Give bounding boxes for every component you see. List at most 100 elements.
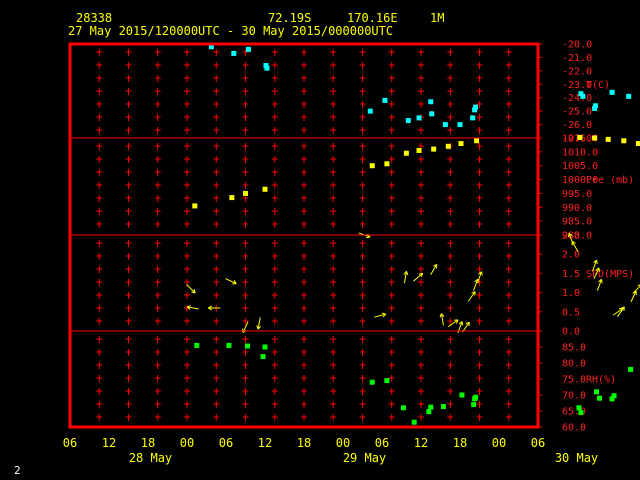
pressure-point bbox=[431, 146, 437, 152]
wind-arrow bbox=[617, 306, 625, 318]
wind-arrow-head bbox=[366, 236, 371, 239]
wind-arrow-head bbox=[405, 271, 409, 276]
y-tick-label: -21.0 bbox=[562, 53, 592, 64]
pressure-point bbox=[577, 134, 583, 140]
wind-arrow-head bbox=[595, 267, 600, 271]
x-day-label: 28 May bbox=[129, 451, 172, 465]
temp-point bbox=[231, 50, 237, 56]
wind-arrow bbox=[632, 285, 640, 294]
x-tick-label: 12 bbox=[102, 436, 116, 450]
interval: 1M bbox=[430, 11, 444, 25]
wind-arrow-head bbox=[461, 321, 464, 326]
y-tick-label: 985.0 bbox=[562, 217, 592, 228]
rh-point bbox=[384, 378, 390, 384]
wind-arrow-head bbox=[432, 263, 437, 267]
pressure-point bbox=[262, 186, 268, 192]
rh-point bbox=[369, 379, 375, 385]
y-tick-label: 990.0 bbox=[562, 203, 592, 214]
pressure-point bbox=[243, 190, 248, 196]
wind-arrow bbox=[467, 291, 476, 302]
wind-arrow-head bbox=[403, 271, 407, 275]
y-tick-label: -22.0 bbox=[562, 66, 592, 77]
wind-arrow-head bbox=[596, 259, 598, 265]
wind-arrow bbox=[476, 271, 483, 284]
wind-arrow-head bbox=[208, 305, 213, 309]
y-tick-label: -20.0 bbox=[562, 40, 592, 51]
wind-arrow bbox=[612, 307, 624, 316]
wind-arrow-head bbox=[620, 306, 625, 310]
wind-arrow-head bbox=[593, 259, 597, 264]
temp-point bbox=[626, 93, 632, 99]
longitude: 170.16E bbox=[347, 11, 398, 25]
wind-arrow bbox=[440, 313, 444, 326]
y-tick-label: -26.0 bbox=[562, 120, 592, 131]
wind-arrow bbox=[447, 319, 459, 328]
pressure-point bbox=[474, 138, 480, 144]
temp-point bbox=[382, 97, 388, 103]
y-tick-label: 80.0 bbox=[562, 359, 586, 370]
wind-arrow bbox=[430, 264, 438, 276]
y-tick-label: 2.5 bbox=[562, 231, 580, 242]
rh-point bbox=[594, 389, 599, 395]
rh-point bbox=[411, 419, 417, 425]
x-tick-label: 06 bbox=[375, 436, 389, 450]
wind-arrow bbox=[257, 317, 261, 330]
rh-point bbox=[262, 344, 268, 350]
temp-point bbox=[609, 89, 615, 95]
rh-point bbox=[226, 342, 232, 348]
x-tick-label: 18 bbox=[453, 436, 467, 450]
temp-point bbox=[367, 108, 373, 114]
wind-arrow-head bbox=[471, 291, 476, 294]
temp-point bbox=[457, 122, 463, 128]
wind-arrow-head bbox=[439, 313, 442, 318]
pressure-point bbox=[403, 150, 409, 156]
wind-arrow bbox=[596, 279, 602, 291]
y-tick-label: -23.0 bbox=[562, 80, 592, 91]
wind-arrow-head bbox=[420, 273, 424, 278]
wind-arrow-head bbox=[478, 271, 482, 275]
wind-arrow-head bbox=[598, 278, 602, 283]
latitude: 72.19S bbox=[268, 11, 311, 25]
y-tick-label: 70.0 bbox=[562, 391, 586, 402]
plot-frame bbox=[68, 42, 540, 429]
wind-arrow-head bbox=[381, 312, 386, 315]
temp-point bbox=[245, 46, 251, 52]
temp-point bbox=[428, 99, 434, 105]
axis-unit-label: RH(%) bbox=[586, 375, 616, 386]
wind-arrow-head bbox=[186, 306, 191, 310]
temp-point bbox=[263, 62, 269, 68]
y-tick-label: 85.0 bbox=[562, 343, 586, 354]
rh-point bbox=[578, 410, 584, 416]
y-tick-label: 60.0 bbox=[562, 423, 586, 434]
y-tick-label: -27.0 bbox=[562, 134, 592, 145]
y-tick-label: 1.5 bbox=[562, 269, 580, 280]
pressure-point bbox=[635, 141, 640, 147]
x-tick-label: 12 bbox=[258, 436, 272, 450]
rh-point bbox=[260, 354, 266, 360]
pressure-point bbox=[621, 138, 627, 144]
pressure-point bbox=[192, 203, 198, 209]
y-tick-label: 0.5 bbox=[562, 307, 580, 318]
wind-arrow-head bbox=[441, 313, 445, 317]
temp-point bbox=[473, 104, 479, 110]
page-number: 2 bbox=[14, 464, 21, 477]
rh-point bbox=[611, 393, 617, 399]
period-range: 27 May 2015/120000UTC - 30 May 2015/0000… bbox=[68, 24, 393, 38]
x-tick-label: 00 bbox=[180, 436, 194, 450]
wind-arrow-head bbox=[465, 321, 470, 325]
y-tick-label: -24.0 bbox=[562, 93, 592, 104]
wind-arrow-head bbox=[418, 272, 423, 275]
rh-point bbox=[244, 343, 250, 349]
x-tick-label: 00 bbox=[492, 436, 506, 450]
plot-area: -20.0 -21.0 -22.0 -23.0 -24.0 -25.0 -26.0 -27.0… bbox=[63, 40, 640, 465]
temp-point bbox=[429, 111, 435, 117]
pressure-point bbox=[605, 136, 611, 142]
wind-arrow-head bbox=[481, 271, 483, 276]
temp-point bbox=[470, 115, 476, 121]
temp-point bbox=[264, 65, 270, 71]
wind-arrow bbox=[473, 279, 479, 291]
x-tick-label: 06 bbox=[531, 436, 545, 450]
temp-point bbox=[593, 103, 599, 109]
x-tick-label: 00 bbox=[336, 436, 350, 450]
